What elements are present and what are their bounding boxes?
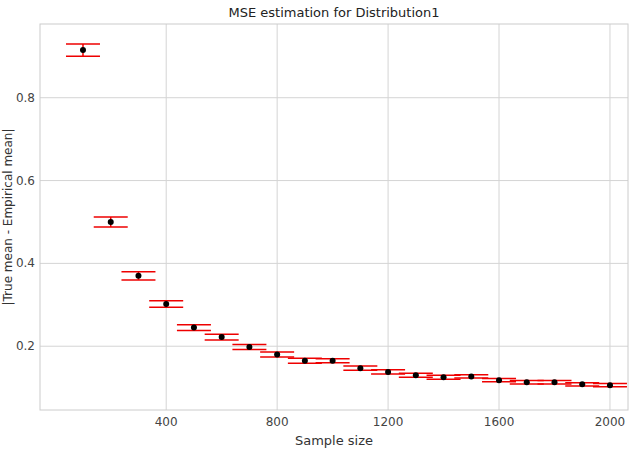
error-bar <box>232 345 266 350</box>
error-bar <box>66 44 100 56</box>
y-grid-line <box>40 180 628 181</box>
error-bar <box>316 359 350 363</box>
point <box>607 382 613 388</box>
point <box>468 373 474 379</box>
x-tick-label: 800 <box>266 415 289 429</box>
y-grid-line <box>40 263 628 264</box>
point <box>330 358 336 364</box>
x-tick-label: 2000 <box>595 415 626 429</box>
error-bar <box>260 352 294 357</box>
point <box>552 379 558 385</box>
x-grid-line <box>388 24 389 410</box>
y-grid-line <box>40 97 628 98</box>
y-axis-label: |True mean - Empirical mean| <box>1 129 15 306</box>
point <box>357 365 363 371</box>
x-grid-line <box>166 24 167 410</box>
x-grid-line <box>499 24 500 410</box>
error-cap <box>121 271 155 273</box>
point <box>302 358 308 364</box>
error-cap <box>66 56 100 58</box>
x-grid-line <box>609 24 610 410</box>
x-axis-label: Sample size <box>295 433 373 448</box>
point <box>219 334 225 340</box>
error-cap <box>94 226 128 228</box>
point <box>163 301 169 307</box>
y-tick-label: 0.6 <box>16 174 35 188</box>
point <box>246 344 252 350</box>
point <box>579 381 585 387</box>
error-cap <box>121 279 155 281</box>
y-tick-label: 0.2 <box>16 339 35 353</box>
error-bar <box>149 301 183 308</box>
title: MSE estimation for Distribution1 <box>228 5 439 20</box>
error-cap <box>94 216 128 218</box>
y-grid-line <box>40 346 628 347</box>
y-tick-label: 0.4 <box>16 256 35 270</box>
point <box>135 273 141 279</box>
error-bar <box>177 325 211 331</box>
point <box>524 379 530 385</box>
plot-bg <box>40 24 628 410</box>
point <box>80 47 86 53</box>
point <box>441 374 447 380</box>
error-bar <box>121 272 155 280</box>
x-tick-label: 1600 <box>484 415 515 429</box>
y-tick-label: 0.8 <box>16 91 35 105</box>
marks <box>66 44 627 388</box>
point <box>108 219 114 225</box>
point <box>385 369 391 375</box>
error-bar <box>94 217 128 227</box>
point <box>191 325 197 331</box>
x-tick-label: 1200 <box>373 415 404 429</box>
point <box>413 372 419 378</box>
point <box>274 352 280 358</box>
point <box>496 377 502 383</box>
error-bar <box>205 334 239 340</box>
plot-frame <box>40 24 628 410</box>
error-cap <box>66 43 100 45</box>
x-tick-label: 400 <box>155 415 178 429</box>
